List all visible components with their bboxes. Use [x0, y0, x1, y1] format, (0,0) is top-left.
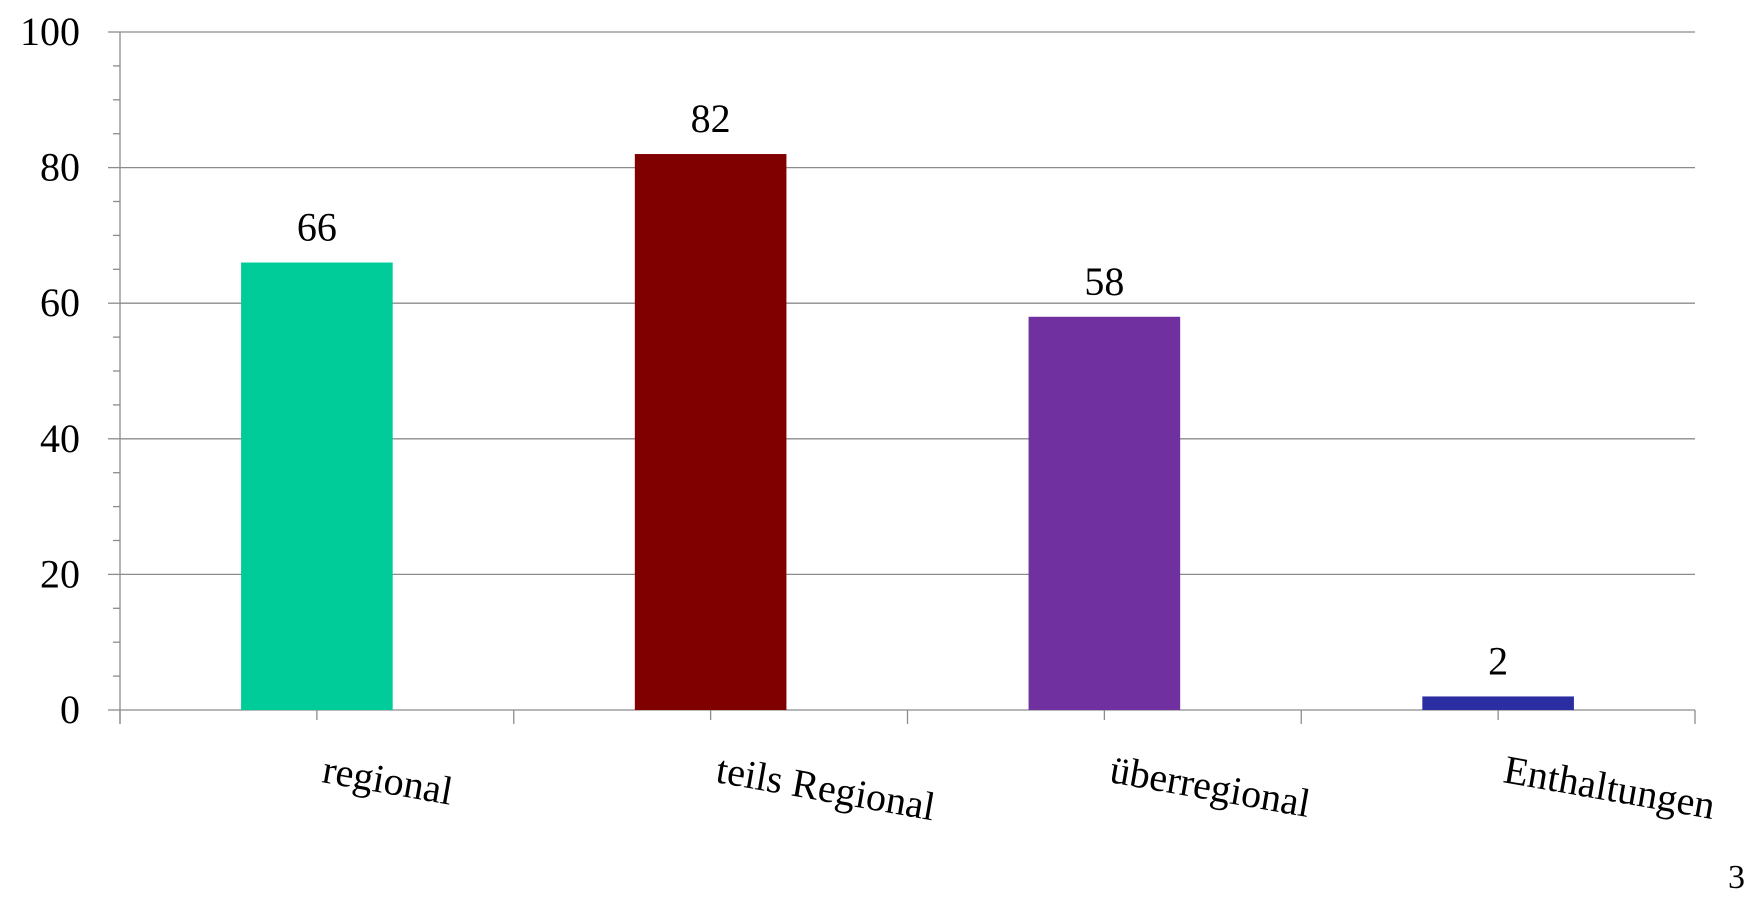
data-label: 66 — [297, 205, 337, 250]
bar — [1422, 696, 1574, 710]
data-label: 82 — [691, 96, 731, 141]
bar — [241, 262, 393, 710]
axes: 0 20 40 60 80 100 — [20, 9, 1696, 732]
x-tick-label: Enthaltungen — [1501, 747, 1719, 828]
y-tick-label: 20 — [40, 551, 80, 596]
bar — [1028, 316, 1181, 710]
page-number: 3 — [1728, 859, 1745, 896]
data-label: 58 — [1084, 259, 1124, 304]
bar — [634, 154, 787, 711]
data-label: 2 — [1488, 638, 1508, 683]
x-tick-label: regional — [319, 747, 456, 814]
y-tick-label: 100 — [20, 9, 80, 54]
bars — [241, 154, 1574, 711]
x-tick-label: teils Regional — [713, 747, 939, 830]
y-tick-label: 60 — [40, 280, 80, 325]
labels: 66 regional 82 teils Regional 58 überregional… — [297, 96, 1719, 829]
y-tick-label: 40 — [40, 416, 80, 461]
y-tick-label: 0 — [60, 687, 80, 732]
y-tick-label: 80 — [40, 145, 80, 190]
x-tick-label: überregional — [1107, 747, 1314, 826]
